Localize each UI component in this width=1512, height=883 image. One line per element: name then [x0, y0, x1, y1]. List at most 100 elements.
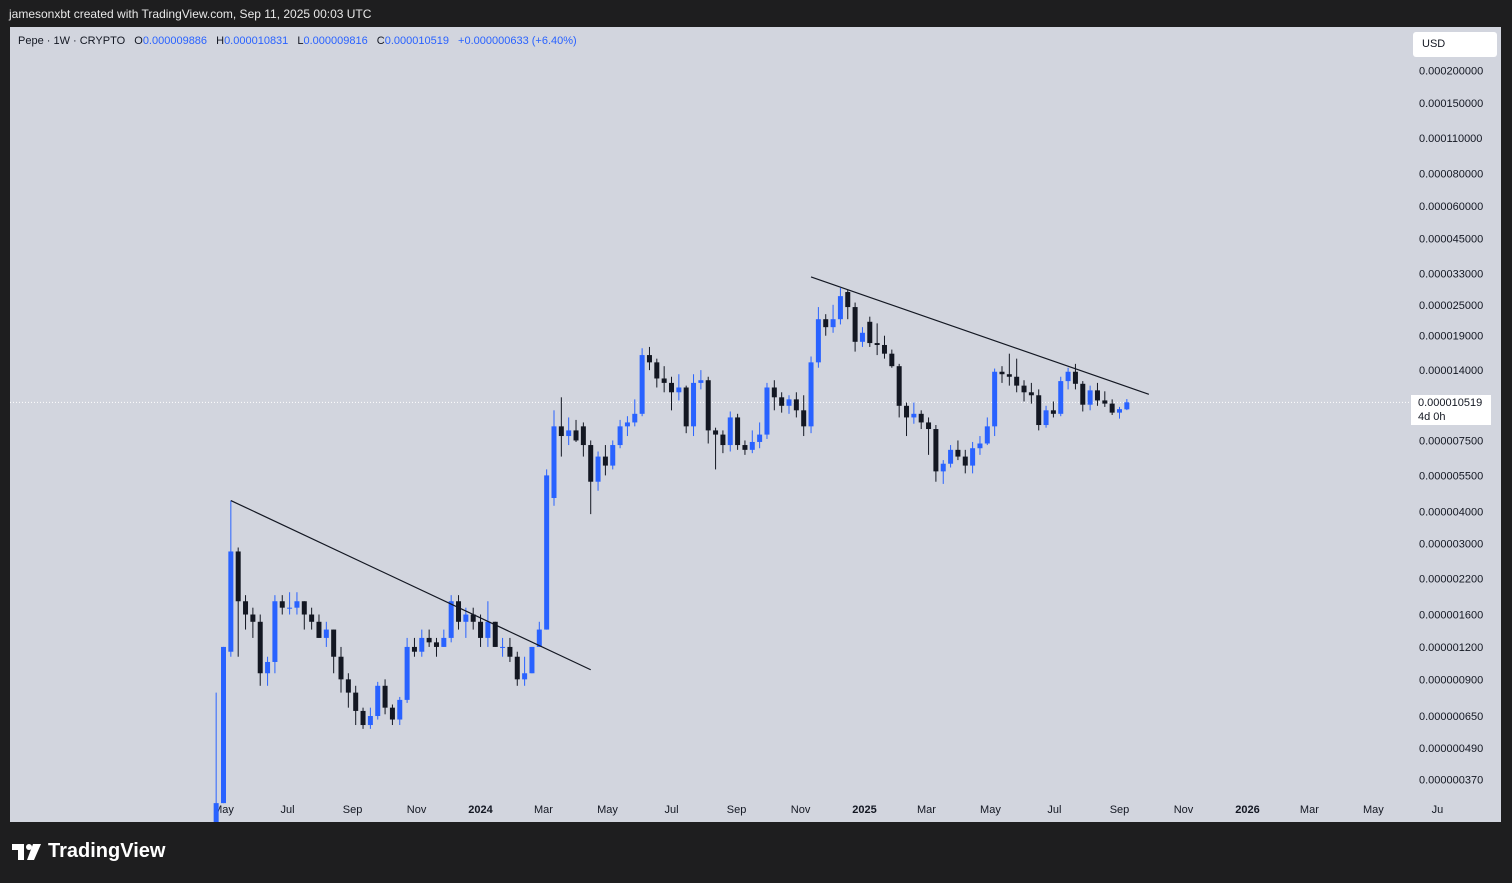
candle-body	[874, 343, 880, 345]
candle-body	[713, 430, 719, 435]
candle-body	[544, 475, 550, 630]
candle-body	[265, 661, 271, 674]
y-tick-label: 0.000200000	[1419, 66, 1483, 78]
tradingview-logo-icon	[12, 843, 41, 860]
candle-body	[573, 430, 579, 441]
tradingview-logo[interactable]: TradingView	[12, 840, 165, 863]
candle-body	[948, 449, 954, 464]
legend-symbol: Pepe · 1W · CRYPTO	[18, 35, 126, 47]
y-tick-label: 0.000000900	[1419, 674, 1483, 686]
candle-body	[830, 319, 836, 328]
candlestick-chart[interactable]: 0.000200000 0.000150000 0.000110000 0.00008…	[10, 27, 1501, 822]
candle-body	[345, 679, 351, 693]
candle-body	[514, 656, 520, 680]
candle-body	[551, 426, 557, 499]
candle-body	[1072, 371, 1078, 384]
candle-body	[1043, 410, 1049, 426]
candle-body	[1117, 409, 1122, 413]
candle-body	[478, 621, 484, 638]
candle-body	[1036, 395, 1042, 426]
legend-close-label: C	[376, 35, 385, 47]
candle-body	[389, 707, 395, 720]
candle-body	[1102, 400, 1108, 404]
footer: TradingView	[0, 822, 1512, 883]
tradingview-brand: TradingView	[48, 840, 166, 862]
candle-body	[1021, 385, 1027, 393]
candle-body	[426, 637, 432, 643]
candle-body	[793, 399, 799, 411]
candle-body	[287, 607, 293, 609]
candle-body	[228, 551, 234, 652]
x-tick-label: May	[980, 804, 1001, 816]
candle-body	[433, 642, 439, 647]
candle-body	[845, 292, 851, 308]
chart-pane[interactable]: 0.000200000 0.000150000 0.000110000 0.00008…	[10, 27, 1501, 822]
currency-selector[interactable]: USD	[1413, 32, 1497, 57]
candle-body	[353, 692, 359, 711]
candle-body	[970, 448, 976, 466]
candle-body	[294, 601, 300, 608]
bar-countdown: 4d 0h	[1418, 411, 1446, 423]
legend-open-label: O	[134, 35, 143, 47]
candle-body	[323, 629, 329, 638]
candle-body	[977, 443, 983, 449]
candle-body	[940, 463, 946, 472]
candle-body	[749, 441, 755, 450]
candle-body	[1109, 403, 1115, 413]
x-tick-label: Sep	[1110, 804, 1130, 816]
candle-body	[309, 614, 315, 622]
candle-body	[683, 387, 689, 427]
legend-open-value: 0.000009886	[142, 35, 208, 47]
x-tick-label: 2026	[1235, 804, 1259, 816]
x-tick-label: 2025	[852, 804, 876, 816]
candle-body	[661, 378, 667, 383]
y-tick-label: 0.000007500	[1419, 435, 1483, 447]
candle-body	[786, 399, 792, 406]
x-tick-label: Jul	[1047, 804, 1061, 816]
candle-body	[727, 417, 733, 446]
ohlc-legend: Pepe · 1W · CRYPTO O0.000009886 H0.00001…	[18, 35, 577, 47]
candle-body	[779, 397, 785, 406]
y-tick-label: 0.000045000	[1419, 234, 1483, 246]
candle-body	[955, 449, 961, 457]
legend-close-value: 0.000010519	[384, 35, 449, 47]
candle-body	[815, 319, 821, 363]
candle-body	[646, 355, 652, 363]
candle-body	[705, 380, 711, 431]
x-tick-label: Ju	[1432, 804, 1444, 816]
candle-body	[669, 382, 674, 393]
legend-high-value: 0.000010831	[224, 35, 289, 47]
y-tick-label: 0.000003000	[1419, 539, 1483, 551]
y-tick-label: 0.000014000	[1419, 365, 1483, 377]
candle-body	[617, 426, 623, 446]
x-tick-label: Mar	[1300, 804, 1319, 816]
candle-body	[1094, 390, 1100, 401]
legend-high-label: H	[216, 35, 225, 47]
candle-body	[1014, 376, 1020, 386]
candle-body	[279, 601, 285, 608]
candle-body	[837, 296, 843, 320]
candle-body	[367, 716, 373, 726]
candle-body	[933, 429, 939, 472]
legend-low-value: 0.000009816	[303, 35, 368, 47]
candle-body	[911, 413, 917, 418]
candle-body	[1124, 402, 1130, 410]
y-tick-label: 0.000000370	[1419, 775, 1483, 787]
y-tick-label: 0.000004000	[1419, 506, 1483, 518]
y-tick-label: 0.000001200	[1419, 642, 1483, 654]
y-tick-label: 0.000080000	[1419, 169, 1483, 181]
candle-body	[456, 601, 462, 622]
candle-body	[485, 621, 491, 638]
x-tick-label: Mar	[534, 804, 553, 816]
candle-body	[213, 803, 219, 822]
y-tick-label: 0.000000490	[1419, 743, 1483, 755]
candle-body	[1058, 381, 1064, 414]
y-tick-label: 0.000000650	[1419, 711, 1483, 723]
candle-body	[1006, 374, 1012, 377]
trendline	[810, 276, 1150, 395]
y-tick-label: 0.000019000	[1419, 331, 1483, 343]
candle-body	[926, 422, 932, 430]
x-tick-label: Jul	[280, 804, 294, 816]
candle-body	[904, 405, 910, 418]
candle-body	[588, 445, 594, 482]
